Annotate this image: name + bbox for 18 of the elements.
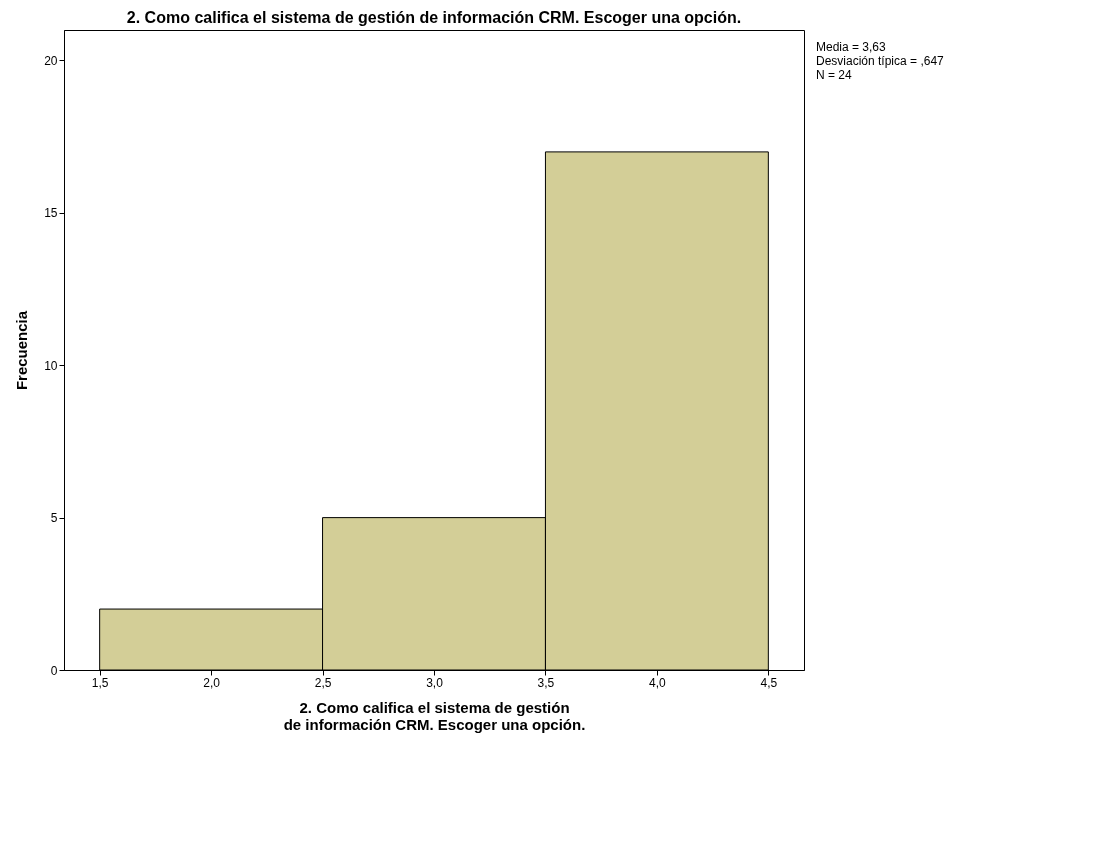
y-tick-label: 10	[44, 358, 58, 373]
chart-title: 2. Como califica el sistema de gestión de información CRM. Escoger una opción.	[126, 9, 742, 26]
text: Desviación típica = ,647	[816, 54, 945, 68]
x-tick-label: 2,5	[314, 675, 332, 690]
y-tick-label: 0	[50, 663, 58, 678]
text: N = 24	[816, 68, 853, 82]
y-tick-label: 15	[44, 206, 58, 221]
y-axis-title: Frecuencia	[13, 310, 31, 391]
x-tick-label: 1,5	[91, 675, 109, 690]
x-tick-label: 4,5	[760, 675, 778, 690]
y-tick-label: 20	[44, 53, 58, 68]
x-tick-label: 4,0	[649, 675, 667, 690]
text: Media = 3,63	[816, 40, 887, 54]
x-axis-title: 2. Como califica el sistema de gestión de información CRM. Escoger una opción.	[283, 698, 586, 733]
x-tick-label: 3,5	[537, 675, 555, 690]
x-tick-label: 3,0	[426, 675, 444, 690]
x-tick-label: 2,0	[203, 675, 221, 690]
y-tick-label: 5	[50, 511, 58, 526]
